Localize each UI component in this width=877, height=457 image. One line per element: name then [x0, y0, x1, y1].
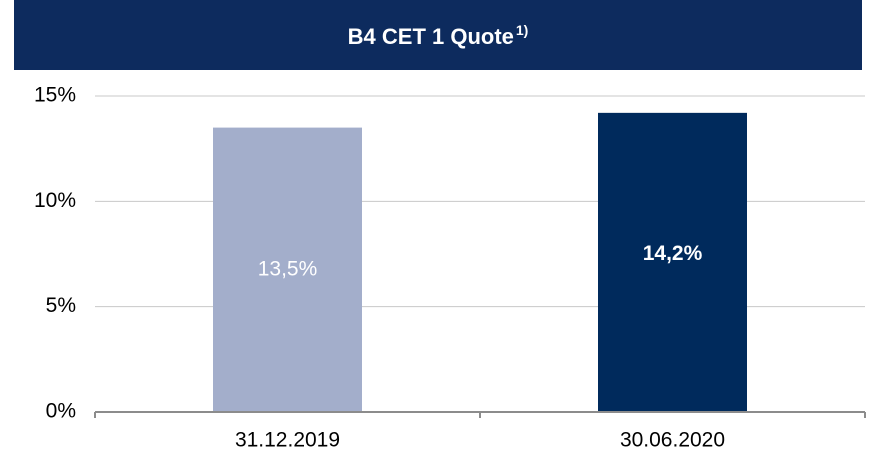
y-tick-label: 0% [46, 400, 76, 423]
value-label: 13,5% [258, 257, 318, 280]
title-banner [14, 0, 862, 70]
bar [213, 127, 362, 412]
value-label: 14,2% [643, 242, 703, 265]
chart-title: B4 CET 1 Quote 1) [348, 22, 529, 49]
y-tick-label: 10% [34, 189, 76, 212]
title-superscript: 1) [516, 22, 528, 38]
title-text: B4 CET 1 Quote [348, 24, 514, 49]
x-tick-label: 31.12.2019 [235, 429, 340, 452]
y-tick-label: 15% [34, 84, 76, 107]
y-tick-label: 5% [46, 294, 76, 317]
bar [598, 112, 747, 412]
x-tick-label: 30.06.2020 [620, 429, 725, 452]
